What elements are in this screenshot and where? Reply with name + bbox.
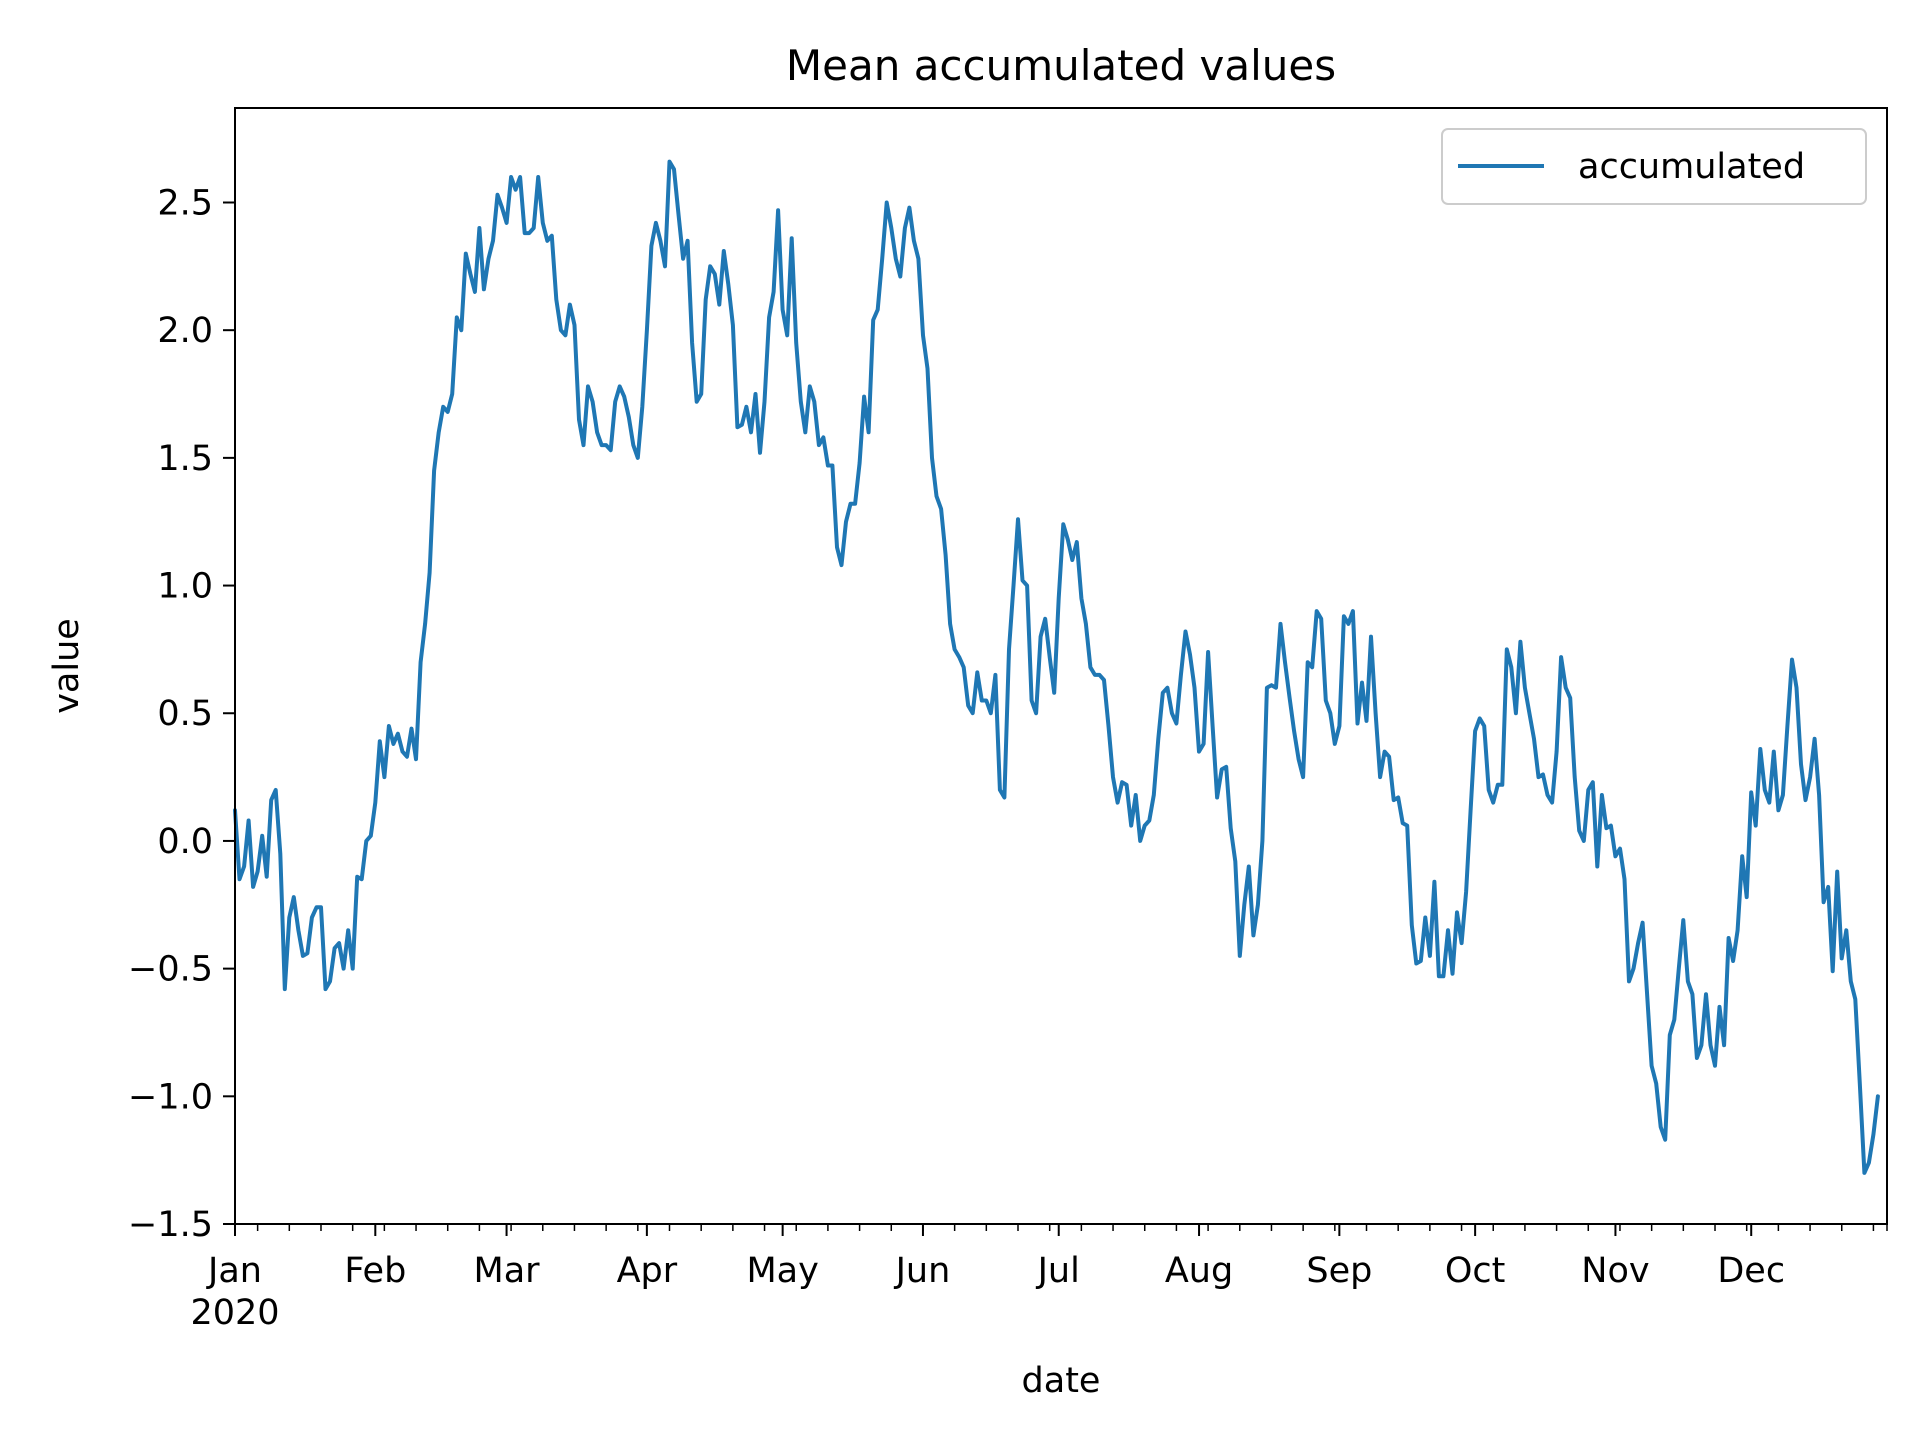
y-tick-label: −0.5 [128, 950, 213, 990]
x-tick-label: Sep [1306, 1251, 1372, 1291]
x-tick-label: Jun [894, 1251, 951, 1291]
legend-box [1441, 128, 1867, 205]
x-tick-label: Nov [1581, 1251, 1649, 1291]
legend: accumulated [1441, 128, 1867, 205]
x-tick-label: Aug [1165, 1251, 1233, 1291]
y-tick-label: 0.0 [157, 822, 213, 862]
x-tick-sublabel: 2020 [190, 1293, 279, 1333]
x-tick-label: Feb [344, 1251, 406, 1291]
y-tick-label: 0.5 [157, 694, 213, 734]
y-tick-label: 1.5 [157, 439, 213, 479]
chart-title: Mean accumulated values [786, 41, 1336, 90]
y-tick-label: −1.0 [128, 1077, 213, 1117]
x-tick-label: Mar [474, 1251, 541, 1291]
x-axis-label: date [1022, 1361, 1101, 1401]
y-tick-label: 2.0 [157, 311, 213, 351]
y-tick-label: 2.5 [157, 183, 213, 223]
plot-series [233, 159, 1880, 1175]
x-tick-label: Apr [617, 1251, 678, 1291]
series-line-0 [233, 159, 1880, 1175]
x-tick-label: Dec [1717, 1251, 1785, 1291]
plot-frame [234, 107, 1888, 1225]
x-tick-label: May [746, 1251, 818, 1291]
y-axis: −1.5 −1.0 −0.5 0.0 0.5 1.0 1.5 2.0 2.5 [128, 183, 235, 1245]
y-tick-label: 1.0 [157, 567, 213, 607]
y-axis-label: value [47, 618, 87, 714]
y-tick-label: −1.5 [128, 1205, 213, 1245]
legend-entry-label: accumulated [1578, 147, 1805, 187]
x-tick-label: Oct [1445, 1251, 1506, 1291]
x-tick-label: Jan [206, 1251, 262, 1291]
x-tick-label: Jul [1036, 1251, 1080, 1291]
